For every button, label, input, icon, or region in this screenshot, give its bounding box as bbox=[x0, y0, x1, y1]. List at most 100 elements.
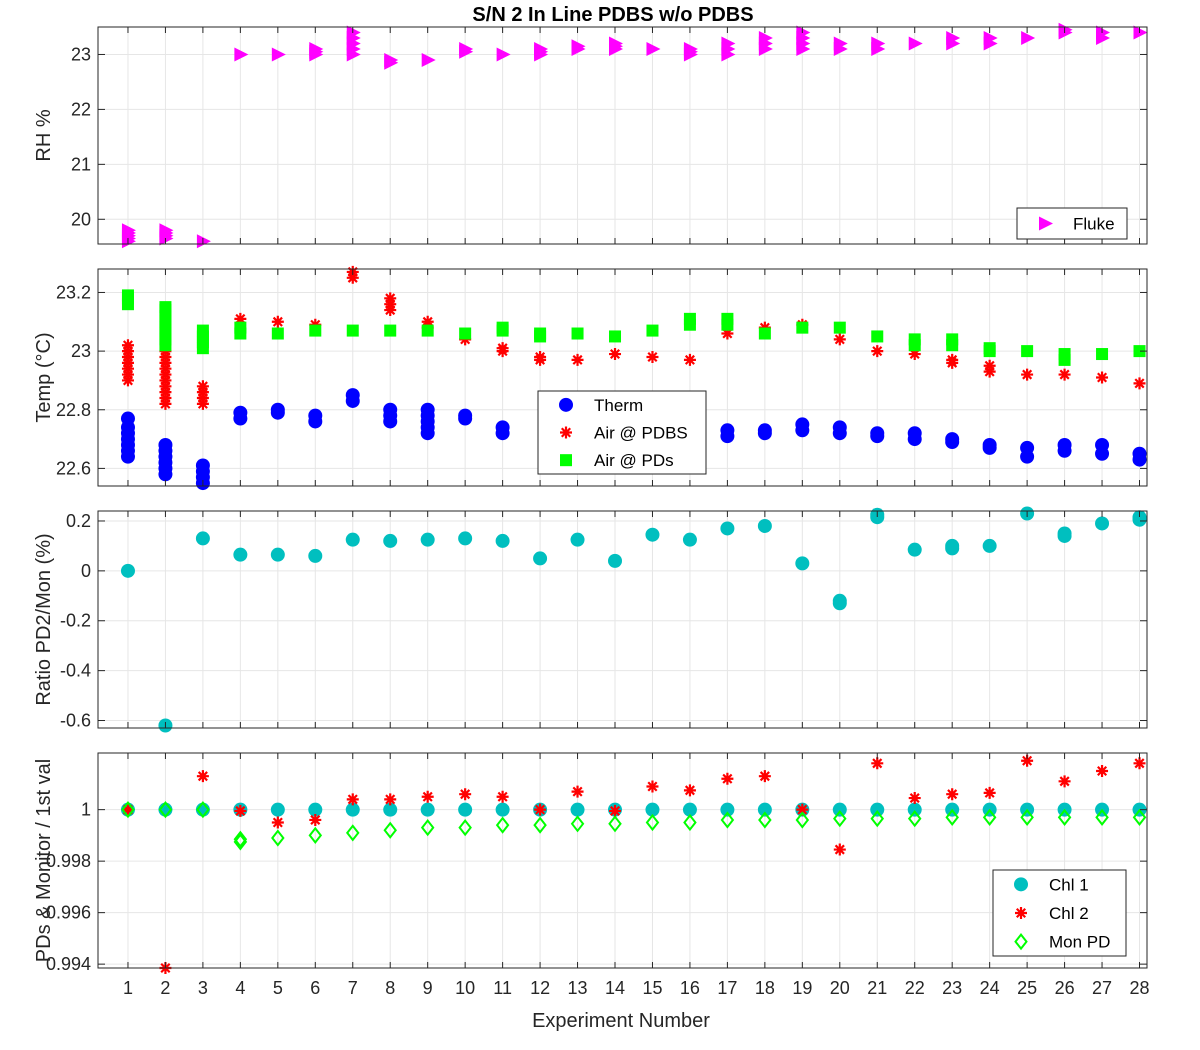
y-tick-label: 0.996 bbox=[46, 903, 91, 923]
data-point bbox=[907, 542, 922, 557]
data-point bbox=[757, 802, 772, 817]
y-tick-label: 20 bbox=[71, 209, 91, 229]
data-point bbox=[833, 36, 848, 51]
data-point bbox=[1057, 526, 1072, 541]
data-point bbox=[832, 420, 847, 435]
data-point bbox=[533, 816, 547, 834]
data-point bbox=[159, 301, 172, 314]
data-point bbox=[571, 353, 584, 366]
data-point bbox=[1133, 377, 1146, 390]
data-point bbox=[346, 25, 361, 40]
x-tick-label: 3 bbox=[198, 978, 208, 998]
legend-label: Air @ PDBS bbox=[594, 424, 688, 443]
x-tick-label: 18 bbox=[755, 978, 775, 998]
legend-entry: Air @ PDs bbox=[560, 451, 674, 470]
subplot-1: 20 21 22 23 RH % Fluke bbox=[33, 22, 1148, 249]
data-point bbox=[271, 47, 286, 62]
data-point bbox=[1021, 345, 1034, 358]
data-point bbox=[383, 533, 398, 548]
y-axis-label: Ratio PD2/Mon (%) bbox=[33, 533, 55, 705]
y-axis-label: RH % bbox=[33, 109, 55, 161]
data-point bbox=[496, 790, 509, 803]
y-axis-label: PDs & Monitor / 1st val bbox=[33, 759, 55, 962]
plot-area bbox=[98, 511, 1147, 728]
data-point bbox=[571, 39, 586, 54]
data-point bbox=[908, 348, 921, 361]
data-point bbox=[1058, 775, 1071, 788]
data-point bbox=[1133, 757, 1146, 770]
x-tick-label: 19 bbox=[792, 978, 812, 998]
y-tick-label: 23.2 bbox=[56, 282, 91, 302]
y-tick-label: 1 bbox=[81, 800, 91, 820]
legend-marker bbox=[1039, 216, 1053, 231]
ticks bbox=[98, 511, 1147, 728]
x-tick-label: 20 bbox=[830, 978, 850, 998]
grid bbox=[98, 511, 1147, 728]
x-tick-label: 27 bbox=[1092, 978, 1112, 998]
data-point bbox=[1021, 30, 1036, 45]
x-tick-label: 10 bbox=[455, 978, 475, 998]
data-point bbox=[121, 223, 136, 238]
data-point bbox=[271, 315, 284, 328]
data-point bbox=[459, 327, 472, 340]
data-point bbox=[646, 780, 659, 793]
legend-label: Air @ PDs bbox=[594, 451, 674, 470]
data-point bbox=[870, 810, 885, 828]
data-point bbox=[721, 772, 734, 785]
x-tick-label: 5 bbox=[273, 978, 283, 998]
data-point bbox=[608, 553, 623, 568]
y-tick-label: 0.2 bbox=[66, 511, 91, 531]
data-point bbox=[346, 324, 359, 337]
data-point bbox=[234, 47, 249, 62]
x-tick-label: 13 bbox=[568, 978, 588, 998]
legend-label: Mon PD bbox=[1049, 933, 1110, 952]
x-axis-label: Experiment Number bbox=[532, 1010, 710, 1032]
data-point bbox=[1095, 437, 1110, 452]
data-point bbox=[1133, 25, 1148, 40]
data-point bbox=[1058, 22, 1073, 37]
data-point bbox=[683, 312, 696, 325]
data-point bbox=[870, 802, 885, 817]
data-point bbox=[945, 538, 960, 553]
plot-area bbox=[98, 753, 1147, 968]
x-tick-label: 22 bbox=[905, 978, 925, 998]
data-point bbox=[682, 802, 697, 817]
data-point bbox=[1132, 446, 1147, 461]
data-point bbox=[758, 770, 771, 783]
data-point bbox=[346, 793, 359, 806]
data-point bbox=[196, 801, 210, 819]
data-point bbox=[1096, 348, 1109, 361]
plot-area bbox=[98, 27, 1147, 244]
data-point bbox=[1058, 368, 1071, 381]
data-point bbox=[495, 816, 510, 834]
legend-marker bbox=[560, 426, 572, 439]
data-point bbox=[757, 423, 772, 438]
data-point bbox=[795, 556, 810, 571]
data-point bbox=[233, 405, 248, 420]
data-point bbox=[120, 411, 135, 426]
x-tick-label: 9 bbox=[423, 978, 433, 998]
x-tick-label: 1 bbox=[123, 978, 133, 998]
data-point bbox=[345, 388, 360, 403]
data-point bbox=[758, 327, 771, 340]
data-point bbox=[833, 810, 847, 828]
data-point bbox=[1095, 516, 1110, 531]
data-point bbox=[271, 829, 285, 847]
data-point bbox=[570, 532, 585, 547]
data-point bbox=[121, 289, 134, 302]
subplot-4: 0.994 0.996 0.998 1 PDs & Monitor / 1st val 1… bbox=[33, 752, 1150, 998]
legend-entry: Mon PD bbox=[1014, 933, 1110, 952]
data-point bbox=[1021, 368, 1034, 381]
data-point bbox=[234, 312, 247, 325]
data-point bbox=[721, 312, 734, 325]
data-point bbox=[1020, 440, 1035, 455]
data-point bbox=[384, 793, 397, 806]
data-point bbox=[459, 788, 472, 801]
data-point bbox=[308, 548, 323, 563]
data-point bbox=[833, 321, 846, 334]
data-point bbox=[421, 52, 436, 67]
legend-label: Therm bbox=[594, 396, 643, 415]
x-tick-label: 14 bbox=[605, 978, 625, 998]
legend-box bbox=[1016, 207, 1128, 240]
data-point bbox=[458, 531, 473, 546]
